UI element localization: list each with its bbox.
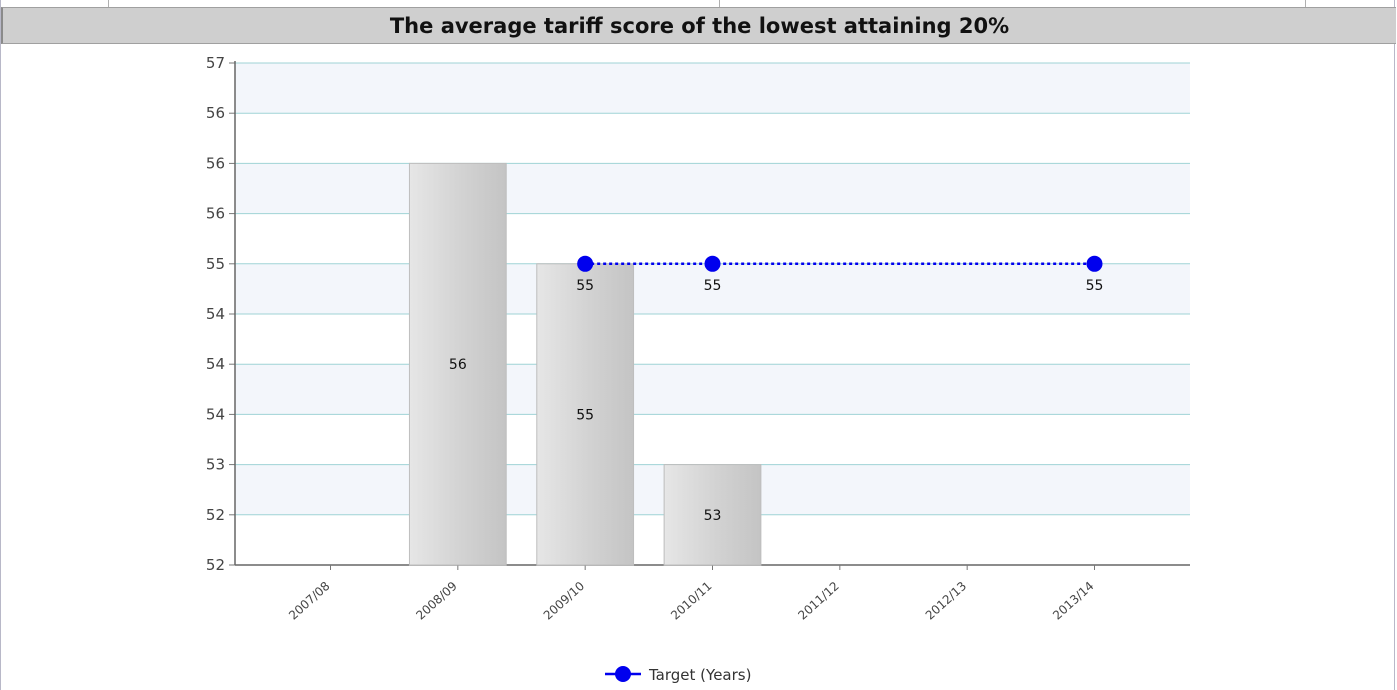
y-tick-label: 53 [206, 456, 225, 474]
target-data-label: 55 [576, 278, 594, 294]
y-tick-label: 54 [206, 355, 225, 373]
bar-data-label: 56 [449, 357, 467, 373]
target-data-label: 55 [1086, 278, 1104, 294]
x-tick-label: 2013/14 [1050, 579, 1096, 623]
chart-title: The average tariff score of the lowest a… [389, 13, 1010, 38]
y-tick-label: 57 [206, 54, 225, 72]
legend-label: Target (Years) [648, 666, 751, 684]
plot-band [235, 163, 1190, 214]
y-tick-label: 54 [206, 305, 225, 323]
y-tick-label: 54 [206, 405, 225, 423]
x-tick-label: 2010/11 [668, 579, 714, 623]
bar-data-label: 53 [704, 508, 722, 524]
target-point [1086, 255, 1103, 272]
plot-band [235, 364, 1190, 415]
target-point [704, 255, 721, 272]
x-tick-label: 2007/08 [286, 579, 332, 623]
frame-tick [719, 0, 720, 7]
x-tick-label: 2009/10 [541, 579, 587, 623]
x-tick-label: 2012/13 [923, 579, 969, 623]
frame-tick [1305, 0, 1306, 7]
legend-marker-icon [615, 666, 631, 682]
bar [663, 464, 762, 566]
x-tick-label: 2008/09 [413, 579, 459, 623]
plot-band [235, 63, 1190, 114]
bar [408, 162, 507, 566]
y-tick-label: 56 [206, 205, 225, 223]
chart-title-bar: The average tariff score of the lowest a… [1, 7, 1396, 44]
bar [536, 263, 635, 566]
x-tick-label: 2011/12 [795, 579, 841, 623]
plot-band [235, 263, 1190, 314]
bar-data-label: 55 [576, 407, 594, 423]
y-tick-label: 55 [206, 255, 225, 273]
y-tick-label: 56 [206, 104, 225, 122]
frame-tick [108, 0, 109, 7]
target-point [577, 255, 594, 272]
target-data-label: 55 [704, 278, 722, 294]
y-tick-label: 52 [206, 506, 225, 524]
y-tick-label: 52 [206, 556, 225, 574]
y-tick-label: 56 [206, 154, 225, 172]
